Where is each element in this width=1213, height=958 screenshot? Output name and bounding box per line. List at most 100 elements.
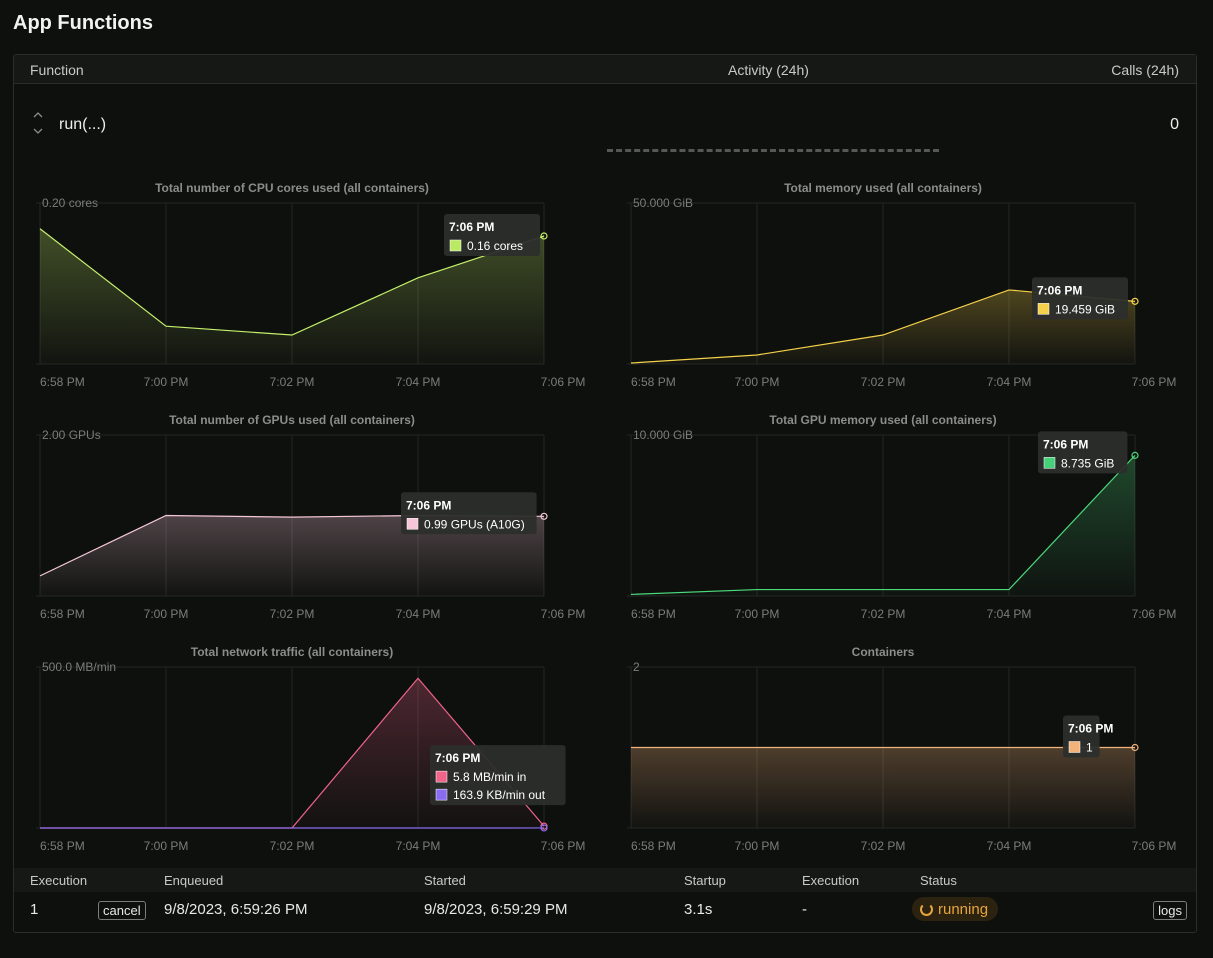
tooltip-swatch bbox=[435, 770, 448, 783]
x-tick-label: 7:04 PM bbox=[396, 839, 441, 853]
chart-title: Total GPU memory used (all containers) bbox=[769, 413, 996, 427]
exec-col-exec-time: Execution bbox=[802, 873, 860, 888]
exec-col-started: Started bbox=[424, 873, 466, 888]
series-area bbox=[631, 289, 1135, 364]
chart-title: Total memory used (all containers) bbox=[784, 181, 982, 195]
tooltip-swatch bbox=[1068, 741, 1081, 753]
status-label: running bbox=[938, 900, 989, 918]
x-tick-label: 7:00 PM bbox=[144, 375, 189, 389]
series-line bbox=[39, 228, 545, 336]
chart-title: Total number of GPUs used (all container… bbox=[169, 413, 415, 427]
data-point bbox=[1131, 451, 1139, 459]
execution-id: 1 bbox=[30, 901, 39, 918]
exec-col-execution: Execution bbox=[30, 873, 88, 888]
y-max-label: 2.00 GPUs bbox=[42, 428, 101, 442]
y-max-label: 500.0 MB/min bbox=[42, 660, 116, 674]
x-tick-label: 7:00 PM bbox=[735, 839, 780, 853]
series-area bbox=[631, 455, 1135, 596]
chart-title: Total network traffic (all containers) bbox=[191, 645, 393, 659]
enqueued-time: 9/8/2023, 6:59:26 PM bbox=[164, 901, 308, 918]
logs-button[interactable]: logs bbox=[1153, 901, 1187, 920]
x-tick-label: 6:58 PM bbox=[631, 607, 676, 621]
x-tick-label: 7:04 PM bbox=[396, 607, 441, 621]
calls-count: 0 bbox=[1170, 116, 1179, 133]
chart-title: Total number of CPU cores used (all cont… bbox=[155, 181, 429, 195]
tooltip-value: 0.16 cores bbox=[467, 239, 523, 253]
startup-duration: 3.1s bbox=[684, 901, 713, 918]
tooltip-value: 0.99 GPUs (A10G) bbox=[424, 517, 525, 531]
x-tick-label: 7:06 PM bbox=[541, 607, 586, 621]
x-tick-label: 7:04 PM bbox=[987, 607, 1032, 621]
spinner-icon bbox=[920, 902, 933, 916]
tooltip-value: 163.9 KB/min out bbox=[453, 788, 546, 802]
tooltip-swatch bbox=[406, 518, 419, 530]
x-tick-label: 7:02 PM bbox=[861, 839, 906, 853]
tooltip-box bbox=[430, 745, 566, 806]
tooltip-time: 7:06 PM bbox=[1043, 437, 1088, 451]
page-title: App Functions bbox=[13, 12, 153, 34]
exec-col-enqueued: Enqueued bbox=[164, 873, 224, 888]
functions-panel: Function Activity (24h) Calls (24h) run(… bbox=[13, 54, 1197, 933]
function-row[interactable]: run(...) 0 bbox=[14, 84, 1196, 164]
x-tick-label: 7:00 PM bbox=[144, 607, 189, 621]
execution-duration: - bbox=[802, 901, 807, 918]
col-activity-header: Activity (24h) bbox=[728, 62, 809, 78]
x-tick-label: 7:06 PM bbox=[1132, 375, 1177, 389]
status-badge: running bbox=[912, 897, 999, 921]
tooltip-box bbox=[444, 214, 540, 257]
tooltip-time: 7:06 PM bbox=[435, 751, 480, 765]
x-tick-label: 7:02 PM bbox=[270, 375, 315, 389]
x-tick-label: 6:58 PM bbox=[631, 839, 676, 853]
series-area bbox=[40, 678, 544, 828]
x-tick-label: 7:02 PM bbox=[270, 607, 315, 621]
x-tick-label: 7:06 PM bbox=[1132, 839, 1177, 853]
tooltip-time: 7:06 PM bbox=[449, 220, 494, 234]
x-tick-label: 7:02 PM bbox=[861, 607, 906, 621]
y-max-label: 50.000 GiB bbox=[633, 196, 693, 210]
x-tick-label: 7:04 PM bbox=[396, 375, 441, 389]
series-area bbox=[631, 747, 1135, 828]
tooltip-swatch bbox=[1037, 303, 1050, 315]
sort-updown-icon bbox=[33, 112, 43, 134]
x-tick-label: 7:06 PM bbox=[541, 839, 586, 853]
x-tick-label: 6:58 PM bbox=[40, 839, 85, 853]
x-tick-label: 7:02 PM bbox=[861, 375, 906, 389]
y-max-label: 10.000 GiB bbox=[633, 428, 693, 442]
y-max-label: 0.20 cores bbox=[42, 196, 98, 210]
charts-grid: Total number of CPU cores used (all cont… bbox=[36, 181, 1177, 853]
exec-col-status: Status bbox=[920, 873, 957, 888]
tooltip-box bbox=[1032, 277, 1128, 320]
series-area bbox=[40, 228, 544, 364]
x-tick-label: 7:06 PM bbox=[541, 375, 586, 389]
col-function-header[interactable]: Function bbox=[30, 62, 84, 78]
tooltip-box bbox=[1038, 431, 1128, 474]
series-area bbox=[40, 515, 544, 596]
chart-4: Total GPU memory used (all containers) 10… bbox=[627, 413, 1176, 621]
tooltip-time: 7:06 PM bbox=[406, 498, 451, 512]
tooltip-value: 8.735 GiB bbox=[1061, 456, 1114, 470]
tooltip-swatch bbox=[449, 239, 462, 252]
chart-6: Containers 2 6:58 PM 7:00 PM 7:02 PM 7:04 PM 7… bbox=[627, 645, 1176, 853]
function-name[interactable]: run(...) bbox=[59, 116, 107, 133]
chart-title: Containers bbox=[852, 645, 915, 659]
chart-5: Total network traffic (all containers) 50… bbox=[36, 645, 585, 853]
x-tick-label: 7:00 PM bbox=[144, 839, 189, 853]
cancel-button[interactable]: cancel bbox=[98, 901, 146, 920]
tooltip-time: 7:06 PM bbox=[1068, 722, 1113, 736]
expand-toggle[interactable] bbox=[32, 110, 44, 138]
data-point bbox=[1131, 743, 1139, 752]
x-tick-label: 7:04 PM bbox=[987, 375, 1032, 389]
tooltip-value: 5.8 MB/min in bbox=[453, 770, 526, 784]
tooltip-value: 1 bbox=[1086, 741, 1093, 755]
data-point bbox=[540, 512, 548, 520]
x-tick-label: 7:00 PM bbox=[735, 607, 780, 621]
chart-1: Total number of CPU cores used (all cont… bbox=[36, 181, 585, 389]
tooltip-swatch bbox=[435, 788, 448, 801]
x-tick-label: 7:06 PM bbox=[1132, 607, 1177, 621]
exec-col-startup: Startup bbox=[684, 873, 726, 888]
data-point bbox=[540, 232, 548, 240]
y-max-label: 2 bbox=[633, 660, 640, 674]
x-tick-label: 6:58 PM bbox=[40, 375, 85, 389]
tooltip-time: 7:06 PM bbox=[1037, 283, 1082, 297]
tooltip-box bbox=[401, 492, 537, 535]
